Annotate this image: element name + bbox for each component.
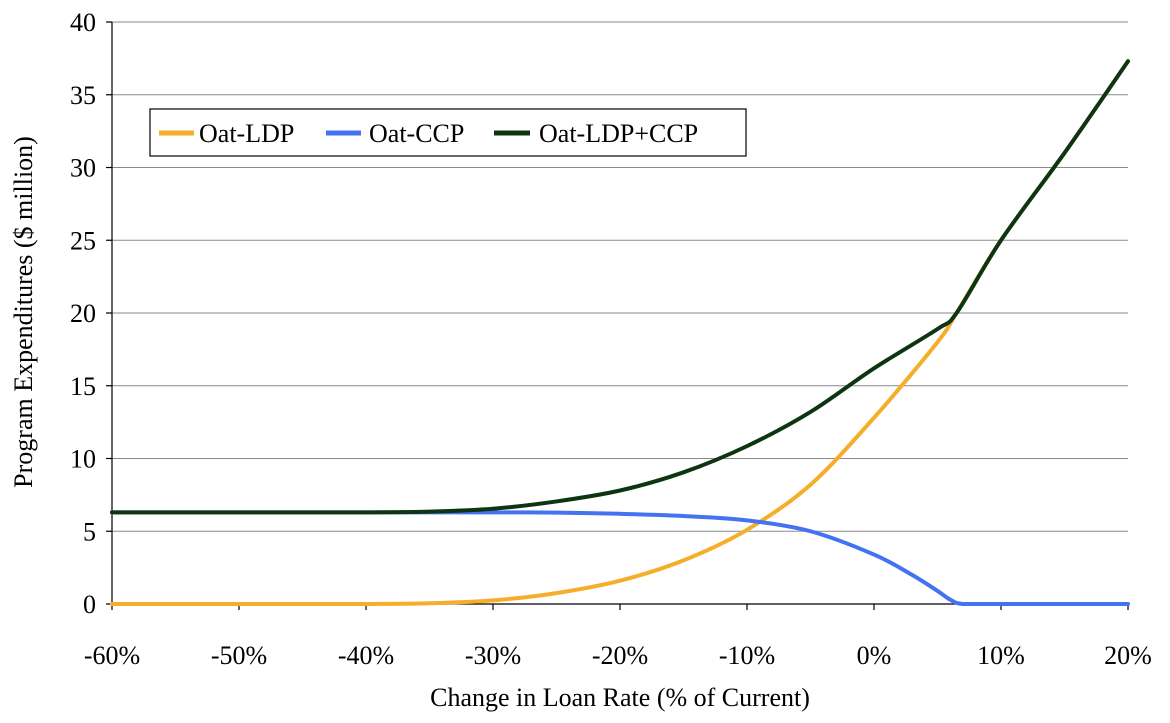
y-tick-label-40: 40: [70, 8, 96, 37]
legend-label-oat-ldp: Oat-LDP: [199, 119, 294, 148]
y-tick-label-15: 15: [70, 372, 96, 401]
y-tick-label-0: 0: [83, 590, 96, 619]
y-tick-label-10: 10: [70, 445, 96, 474]
x-tick-label--50%: -50%: [211, 641, 267, 670]
y-tick-label-25: 25: [70, 226, 96, 255]
x-tick-label--10%: -10%: [719, 641, 775, 670]
series-line-oat-ldp-ccp: [110, 59, 1130, 515]
legend-label-oat-ccp: Oat-CCP: [369, 119, 464, 148]
x-tick-label--60%: -60%: [84, 641, 140, 670]
y-tick-labels: 0 5 10 15 20 25 30 35 40: [70, 8, 96, 619]
x-tick-label--40%: -40%: [338, 641, 394, 670]
x-tick-label-0%: 0%: [857, 641, 892, 670]
legend: Oat-LDP Oat-CCP Oat-LDP+CCP: [149, 108, 747, 157]
legend-label-oat-ldp-ccp: Oat-LDP+CCP: [539, 119, 698, 148]
y-tick-label-20: 20: [70, 299, 96, 328]
x-tick-label-20%: 20%: [1104, 641, 1152, 670]
y-tick-label-5: 5: [83, 517, 96, 546]
x-axis-title: Change in Loan Rate (% of Current): [430, 683, 810, 712]
gridlines: [112, 21, 1128, 532]
y-axis-title: Program Expenditures ($ million): [9, 136, 38, 488]
y-tick-label-30: 30: [70, 154, 96, 183]
x-tick-label-10%: 10%: [977, 641, 1025, 670]
y-tick-label-35: 35: [70, 81, 96, 110]
series-line-oat-ccp: [110, 510, 1130, 606]
x-tick-label--20%: -20%: [592, 641, 648, 670]
x-tick-label--30%: -30%: [465, 641, 521, 670]
legend-box: [149, 108, 747, 157]
x-tick-labels: -60% -50% -40% -30% -20% -10% 0% 10% 20%: [84, 641, 1152, 670]
series-lines: [110, 59, 1130, 607]
